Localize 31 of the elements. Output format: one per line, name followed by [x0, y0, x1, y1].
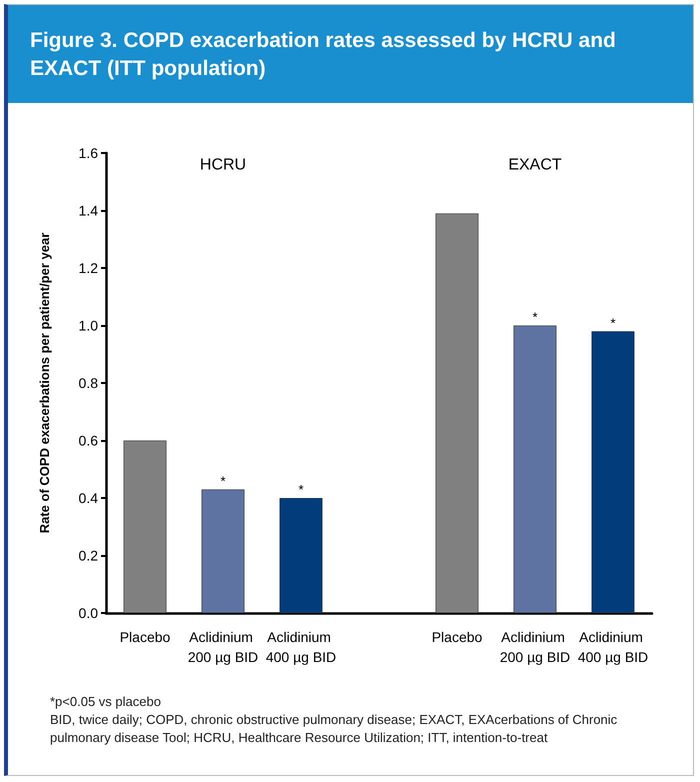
bar [202, 489, 244, 613]
y-tick-label: 1.6 [78, 145, 98, 161]
y-tick-label: 1.2 [78, 260, 98, 276]
annotation: EXACT [508, 156, 562, 174]
y-tick-label: 0.2 [78, 548, 98, 564]
bar [592, 331, 634, 613]
annotation: HCRU [200, 156, 246, 174]
bar [124, 440, 166, 613]
y-tick-label: 1.4 [78, 202, 98, 218]
y-tick-label: 0.8 [78, 375, 98, 391]
bar [514, 326, 556, 613]
y-tick-label: 0.4 [78, 490, 98, 506]
y-tick-label: 1.0 [78, 318, 98, 334]
y-tick-label: 0.6 [78, 432, 98, 448]
data-label: * [220, 473, 226, 488]
x-tick-label: Aclidinium 400 µg BID [578, 629, 648, 665]
chart-title: Figure 3. COPD exacerbation rates assessed by HCRU and EXACT (ITT population) [8, 5, 693, 107]
data-label: * [532, 310, 538, 324]
bar [436, 213, 478, 613]
x-tick-label: Placebo [120, 629, 171, 645]
data-label: * [298, 482, 304, 497]
x-tick-label: Placebo [432, 629, 483, 645]
x-tick-label: Aclidinium 400 µg BID [266, 629, 336, 665]
bar [280, 498, 322, 613]
text: BID, twice daily; COPD, chronic obstructive pulmonary disease; EXACT, EXAcerbations of Chronic pulmonary disease Tool; HCRU, Healthcare Resource Utilization; ITT, intention-to-treat [50, 711, 618, 747]
x-tick-label: Aclidinium 200 µg BID [500, 629, 570, 665]
text: *p<0.05 vs placebo [50, 693, 162, 711]
data-label: * [610, 315, 616, 330]
x-tick-label: Aclidinium 200 µg BID [188, 629, 258, 665]
y-tick-label: 0.0 [78, 605, 98, 621]
y-axis-title: Rate of COPD exacerbations per patient/per year [37, 232, 52, 534]
